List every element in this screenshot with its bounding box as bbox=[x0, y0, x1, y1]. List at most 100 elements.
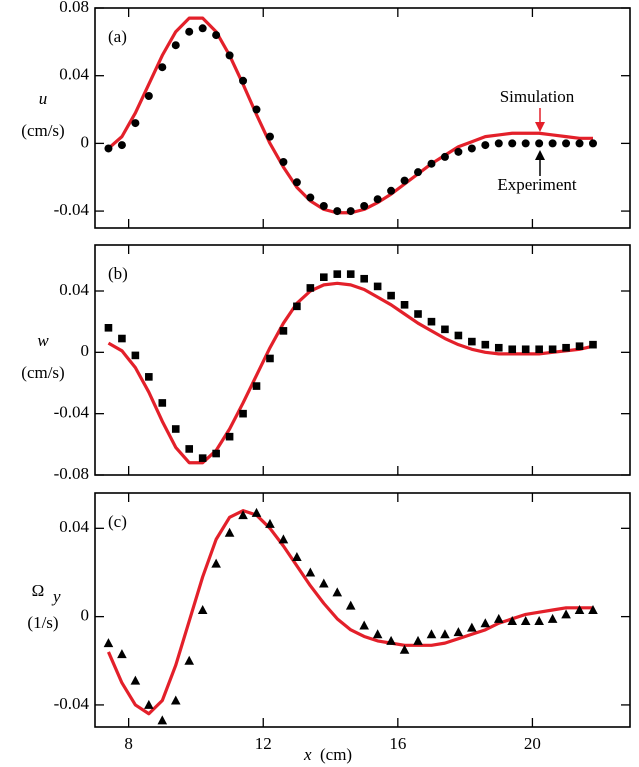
data-point bbox=[306, 193, 315, 202]
data-point bbox=[562, 343, 570, 352]
data-point bbox=[211, 558, 221, 568]
y-tick-label: -0.04 bbox=[54, 403, 90, 422]
data-point bbox=[426, 629, 437, 639]
data-point bbox=[588, 605, 598, 614]
data-point bbox=[333, 207, 342, 216]
x-axis-symbol: x bbox=[303, 745, 312, 764]
x-axis-unit: (cm) bbox=[320, 745, 352, 764]
data-point bbox=[480, 618, 491, 628]
y-axis-subscript: y bbox=[51, 587, 61, 606]
series-annotation: Experiment bbox=[497, 175, 577, 194]
plot-frame bbox=[94, 244, 631, 476]
data-point bbox=[562, 139, 571, 148]
y-axis-unit: (1/s) bbox=[27, 613, 58, 632]
data-point bbox=[131, 119, 140, 128]
data-point bbox=[413, 635, 423, 645]
data-point bbox=[508, 139, 517, 148]
data-point bbox=[427, 159, 436, 168]
data-point bbox=[158, 399, 167, 407]
data-point bbox=[346, 270, 355, 278]
data-point bbox=[239, 409, 247, 418]
data-point bbox=[279, 158, 288, 166]
data-point bbox=[185, 445, 194, 453]
data-point bbox=[198, 454, 207, 462]
y-tick-label: 0.08 bbox=[59, 0, 89, 16]
y-tick-label: 0.04 bbox=[59, 517, 89, 536]
data-point bbox=[508, 345, 517, 354]
data-point bbox=[561, 609, 571, 619]
data-point bbox=[158, 63, 167, 72]
data-point bbox=[360, 274, 368, 283]
y-tick-label: 0 bbox=[81, 341, 90, 360]
data-point bbox=[157, 715, 168, 725]
data-point bbox=[251, 507, 262, 517]
data-point bbox=[454, 331, 463, 340]
data-point bbox=[170, 695, 181, 705]
data-point bbox=[319, 578, 329, 588]
data-point bbox=[278, 534, 289, 544]
data-point bbox=[265, 132, 274, 141]
data-point bbox=[399, 644, 410, 654]
data-point bbox=[292, 552, 302, 562]
data-point bbox=[144, 699, 154, 709]
data-point bbox=[198, 24, 207, 33]
data-point bbox=[320, 273, 328, 281]
y-axis-symbol: Ω bbox=[32, 581, 45, 600]
data-point bbox=[306, 284, 315, 292]
y-tick-label: -0.04 bbox=[54, 694, 90, 713]
data-point bbox=[441, 325, 449, 334]
data-point bbox=[574, 605, 585, 614]
data-point bbox=[224, 527, 235, 537]
series-line bbox=[107, 281, 594, 465]
data-point bbox=[467, 622, 477, 632]
data-point bbox=[453, 627, 464, 637]
series-line bbox=[106, 509, 593, 716]
x-tick-label: 12 bbox=[255, 734, 272, 753]
data-point bbox=[387, 291, 395, 300]
data-point bbox=[481, 340, 490, 349]
data-point bbox=[493, 613, 504, 623]
data-point bbox=[104, 324, 113, 332]
data-point bbox=[131, 351, 140, 360]
series-annotation: Simulation bbox=[500, 87, 575, 106]
data-point bbox=[346, 207, 355, 216]
panel-label: (c) bbox=[108, 512, 127, 531]
y-tick-label: -0.04 bbox=[54, 200, 90, 219]
data-point bbox=[279, 327, 288, 335]
data-point bbox=[171, 425, 180, 433]
x-tick-label: 20 bbox=[524, 734, 541, 753]
data-point bbox=[144, 92, 153, 100]
y-tick-label: 0.04 bbox=[59, 65, 89, 84]
data-point bbox=[494, 139, 503, 148]
data-point bbox=[252, 382, 261, 390]
data-point bbox=[212, 449, 220, 458]
data-point bbox=[454, 147, 463, 156]
data-point bbox=[588, 139, 597, 148]
data-point bbox=[332, 587, 343, 597]
data-point bbox=[212, 31, 221, 40]
y-tick-label: -0.08 bbox=[54, 464, 89, 483]
data-point bbox=[225, 51, 234, 60]
plot-frame bbox=[94, 492, 631, 728]
data-point bbox=[360, 202, 369, 210]
data-point bbox=[238, 510, 248, 520]
data-point bbox=[521, 139, 530, 148]
data-point bbox=[400, 176, 409, 185]
data-point bbox=[293, 302, 301, 311]
data-point bbox=[548, 345, 557, 354]
data-point bbox=[481, 141, 490, 150]
annotation-arrowhead bbox=[535, 122, 545, 132]
data-point bbox=[427, 317, 436, 326]
y-axis-symbol: u bbox=[39, 89, 48, 108]
y-axis-unit: (cm/s) bbox=[21, 121, 64, 140]
data-point bbox=[386, 635, 396, 645]
annotation-arrowhead bbox=[535, 150, 545, 160]
data-point bbox=[440, 152, 449, 161]
data-point bbox=[507, 616, 518, 626]
data-point bbox=[103, 638, 114, 648]
data-point bbox=[575, 342, 584, 350]
data-point bbox=[387, 186, 396, 195]
x-tick-label: 16 bbox=[389, 734, 406, 753]
data-point bbox=[575, 139, 584, 148]
